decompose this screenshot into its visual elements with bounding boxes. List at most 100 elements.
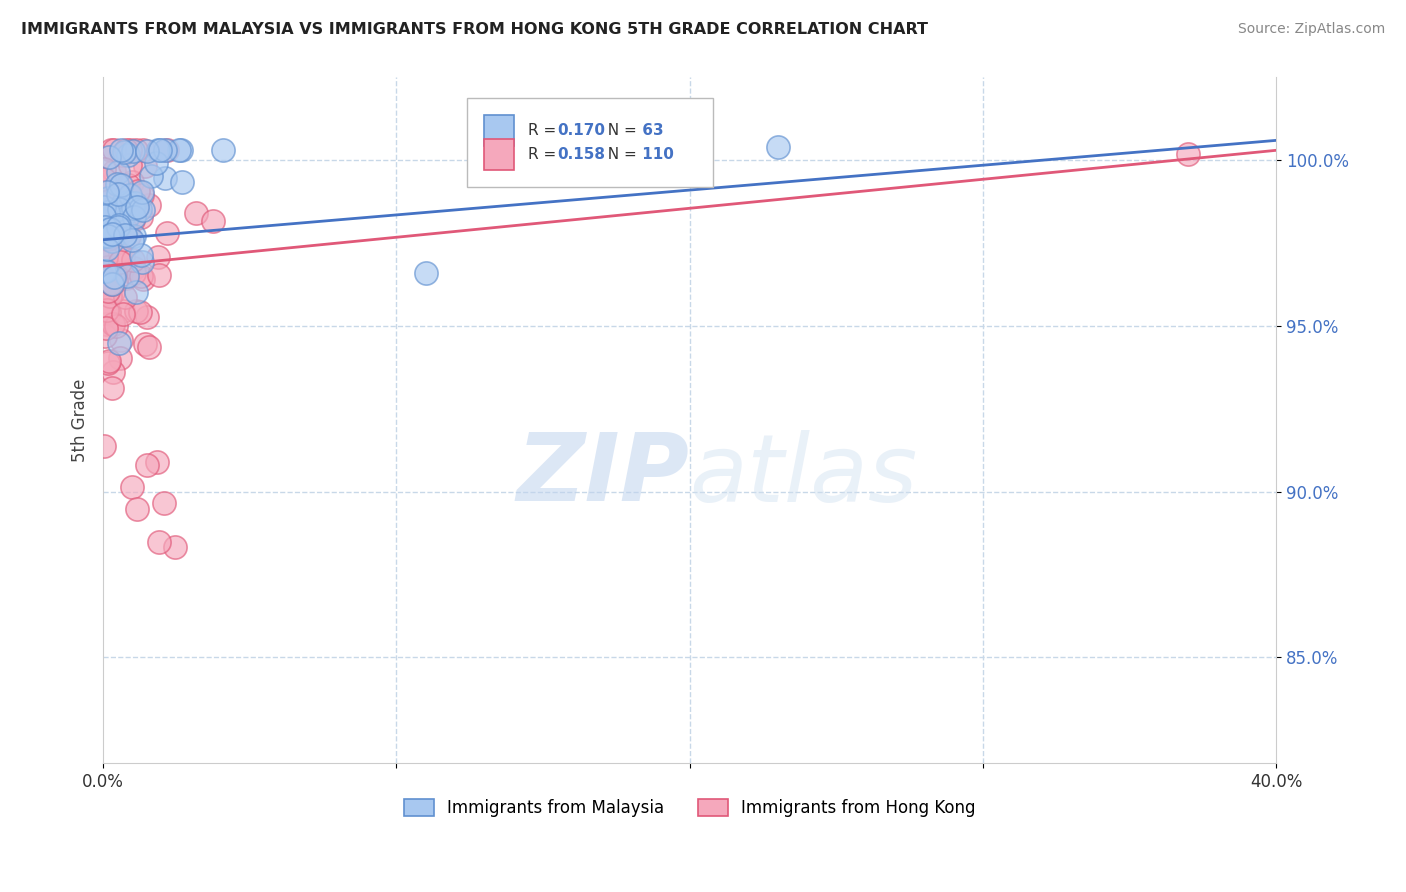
Point [156, 144, 179, 158]
Point [108, 212, 131, 227]
Point [103, 163, 125, 178]
Point [100, 144, 122, 158]
Point [98, 268, 121, 282]
Point [93, 215, 115, 229]
Point [110, 333, 132, 347]
Point [138, 198, 160, 212]
Point [101, 318, 124, 332]
Point [125, 202, 148, 216]
Point [104, 198, 127, 212]
Point [766, 140, 789, 154]
Point [110, 351, 132, 365]
Point [118, 188, 141, 202]
Point [97, 284, 120, 298]
Point [148, 268, 170, 282]
Point [169, 144, 191, 158]
Point [112, 145, 135, 159]
Point [117, 268, 139, 283]
Point [93, 232, 115, 246]
Point [127, 184, 149, 198]
Point [98, 217, 121, 231]
Point [120, 158, 142, 172]
Point [98, 192, 121, 206]
Point [98, 222, 121, 236]
Point [100, 231, 122, 245]
Point [101, 194, 124, 208]
Point [97, 264, 120, 278]
Point [117, 148, 139, 162]
Point [124, 285, 146, 299]
Point [93, 264, 115, 278]
Text: 0.158: 0.158 [557, 147, 605, 162]
Text: ZIP: ZIP [517, 429, 689, 521]
Point [98, 353, 121, 368]
Point [202, 214, 225, 228]
Point [121, 201, 143, 215]
Point [141, 169, 163, 184]
Point [131, 185, 153, 199]
Legend: Immigrants from Malaysia, Immigrants from Hong Kong: Immigrants from Malaysia, Immigrants fro… [396, 792, 983, 823]
Point [105, 266, 128, 280]
Point [98, 305, 121, 319]
Point [170, 144, 193, 158]
Point [121, 479, 143, 493]
Point [101, 317, 124, 331]
Point [156, 226, 179, 240]
Point [97, 194, 120, 208]
Point [107, 165, 129, 179]
Point [108, 219, 131, 233]
Point [96, 185, 118, 199]
Point [127, 200, 149, 214]
FancyBboxPatch shape [484, 139, 513, 170]
Point [104, 236, 127, 251]
Point [131, 272, 153, 286]
Point [111, 148, 134, 162]
Point [124, 304, 146, 318]
Point [101, 268, 124, 283]
Point [101, 277, 124, 291]
Point [101, 277, 124, 291]
Point [100, 227, 122, 241]
Point [93, 172, 115, 186]
Point [107, 219, 129, 234]
Point [114, 227, 136, 242]
Point [93, 244, 115, 258]
Point [111, 196, 134, 211]
Point [96, 205, 118, 219]
Point [138, 340, 160, 354]
Point [97, 204, 120, 219]
Point [94, 219, 117, 234]
Point [136, 458, 159, 472]
Point [111, 304, 134, 318]
Point [124, 196, 146, 211]
Point [110, 144, 132, 158]
Point [131, 255, 153, 269]
Point [103, 144, 125, 158]
Point [122, 260, 145, 275]
Text: N =: N = [598, 123, 641, 138]
Point [117, 178, 139, 193]
Point [108, 335, 131, 350]
Point [93, 200, 115, 214]
Text: Source: ZipAtlas.com: Source: ZipAtlas.com [1237, 22, 1385, 37]
Point [97, 260, 120, 274]
Point [117, 194, 139, 209]
Point [165, 540, 187, 554]
Point [93, 224, 115, 238]
Point [122, 266, 145, 280]
Text: 110: 110 [637, 147, 673, 162]
Point [122, 195, 145, 210]
Point [114, 290, 136, 304]
Point [212, 144, 235, 158]
Point [125, 502, 148, 516]
FancyBboxPatch shape [484, 115, 513, 146]
Point [100, 276, 122, 290]
Point [93, 310, 115, 325]
Point [121, 212, 143, 227]
Point [134, 159, 156, 173]
Point [136, 310, 159, 324]
Point [97, 173, 120, 187]
Text: 63: 63 [637, 123, 664, 138]
Point [97, 150, 120, 164]
Point [120, 144, 142, 158]
